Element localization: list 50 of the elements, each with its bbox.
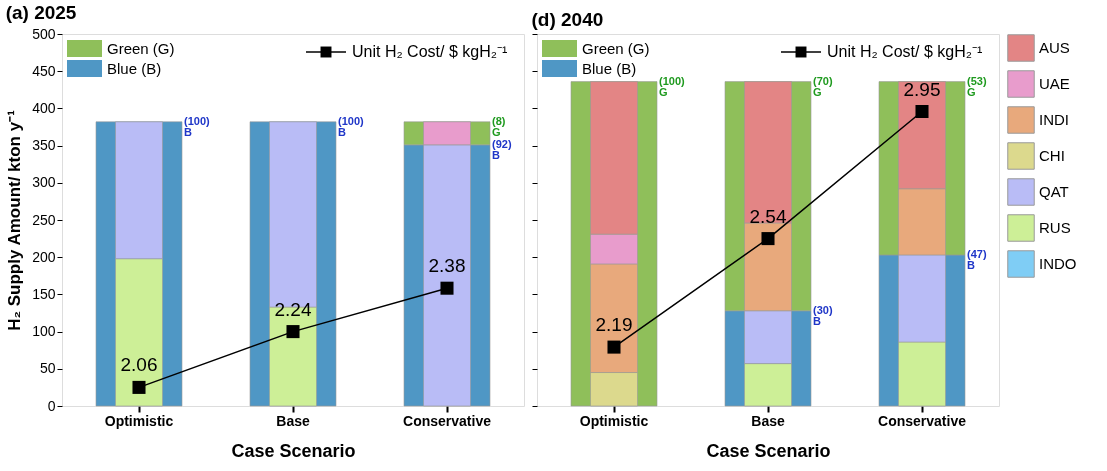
legend-label: CHI bbox=[1039, 147, 1065, 164]
y-tick-label: 0 bbox=[47, 397, 56, 414]
annotation: (100) B bbox=[184, 114, 211, 138]
legend-label: QAT bbox=[1039, 183, 1069, 200]
annotation: (53) G bbox=[967, 74, 987, 98]
legend-label: Blue (B) bbox=[582, 60, 637, 77]
legend-label: Unit H₂ Cost/ $ kgH₂⁻¹ bbox=[827, 43, 983, 60]
legend-label: UAE bbox=[1039, 75, 1070, 92]
y-tick-label: 250 bbox=[32, 211, 56, 228]
annotation: (30) B bbox=[813, 303, 833, 327]
data-label: 2.19 bbox=[595, 314, 633, 336]
y-tick-label: 450 bbox=[32, 62, 56, 79]
annotation: (92) B bbox=[492, 137, 512, 161]
x-tick-label: Optimistic bbox=[579, 412, 649, 429]
x-axis-title: Case Scenario bbox=[231, 440, 356, 461]
y-tick-label: 350 bbox=[32, 137, 56, 154]
y-tick-label: 300 bbox=[32, 174, 56, 191]
x-tick-label: Optimistic bbox=[104, 412, 174, 429]
y-tick-label: 150 bbox=[32, 285, 56, 302]
legend-label: INDI bbox=[1039, 111, 1069, 128]
annotation: (70) G bbox=[813, 74, 833, 98]
annotation: (100) G bbox=[659, 74, 686, 98]
x-axis-title: Case Scenario bbox=[706, 440, 831, 461]
data-label: 2.06 bbox=[120, 354, 158, 376]
y-tick-label: 200 bbox=[32, 248, 56, 265]
chart-title: (d) 2040 bbox=[531, 8, 604, 30]
y-tick-label: 400 bbox=[32, 99, 56, 116]
x-tick-label: Conservative bbox=[878, 412, 967, 429]
data-label: 2.95 bbox=[903, 78, 941, 100]
x-tick-label: Base bbox=[751, 412, 785, 429]
legend-label: Blue (B) bbox=[107, 60, 162, 77]
legend-label: RUS bbox=[1039, 219, 1071, 236]
legend-label: INDO bbox=[1039, 255, 1077, 272]
x-tick-label: Base bbox=[276, 412, 310, 429]
data-label: 2.54 bbox=[749, 205, 787, 227]
y-tick-label: 50 bbox=[39, 360, 56, 377]
legend-label: Green (G) bbox=[582, 40, 650, 57]
y-tick-label: 500 bbox=[32, 25, 56, 42]
annotation: (100) B bbox=[338, 114, 365, 138]
y-tick-label: 100 bbox=[32, 323, 56, 340]
x-tick-label: Conservative bbox=[403, 412, 492, 429]
legend-label: AUS bbox=[1039, 39, 1070, 56]
legend-label: Green (G) bbox=[107, 40, 175, 57]
chart-title: (a) 2025 bbox=[5, 2, 77, 23]
data-label: 2.24 bbox=[274, 298, 312, 320]
annotation: (8) G bbox=[492, 114, 506, 138]
data-label: 2.38 bbox=[428, 255, 466, 277]
y-axis-title: H₂ Supply Amount/ kton y⁻¹ bbox=[5, 109, 25, 331]
annotation: (47) B bbox=[967, 247, 987, 271]
legend-label: Unit H₂ Cost/ $ kgH₂⁻¹ bbox=[352, 43, 508, 60]
